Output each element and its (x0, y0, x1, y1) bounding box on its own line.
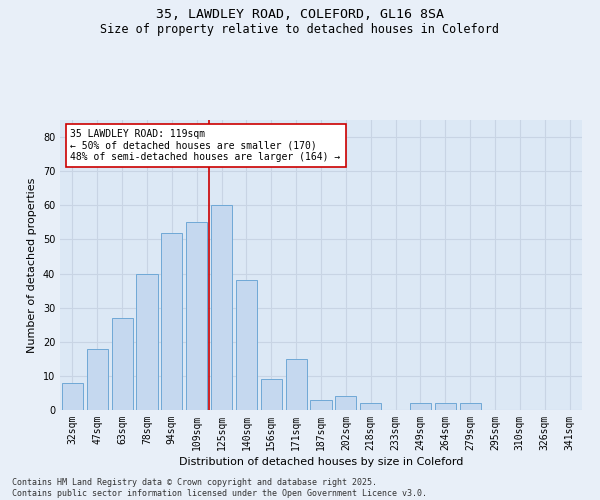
Bar (410, 403, 431, 410)
Bar (87, 348, 108, 410)
Text: 35 LAWDLEY ROAD: 119sqm
← 50% of detached houses are smaller (170)
48% of semi-d: 35 LAWDLEY ROAD: 119sqm ← 50% of detache… (70, 128, 341, 162)
Bar (460, 403, 481, 410)
Y-axis label: Number of detached properties: Number of detached properties (27, 178, 37, 352)
Bar (286, 359, 307, 410)
Text: Contains HM Land Registry data © Crown copyright and database right 2025.
Contai: Contains HM Land Registry data © Crown c… (12, 478, 427, 498)
Bar (310, 400, 332, 410)
Text: 35, LAWDLEY ROAD, COLEFORD, GL16 8SA: 35, LAWDLEY ROAD, COLEFORD, GL16 8SA (156, 8, 444, 20)
Bar (435, 403, 456, 410)
Bar (335, 396, 356, 410)
Bar (62, 382, 83, 410)
Bar (136, 274, 158, 410)
Bar (261, 380, 282, 410)
Text: Size of property relative to detached houses in Coleford: Size of property relative to detached ho… (101, 22, 499, 36)
Bar (112, 318, 133, 410)
Bar (360, 403, 381, 410)
Bar (161, 232, 182, 410)
Bar (186, 222, 207, 410)
X-axis label: Distribution of detached houses by size in Coleford: Distribution of detached houses by size … (179, 457, 463, 467)
Bar (211, 206, 232, 410)
Bar (236, 280, 257, 410)
